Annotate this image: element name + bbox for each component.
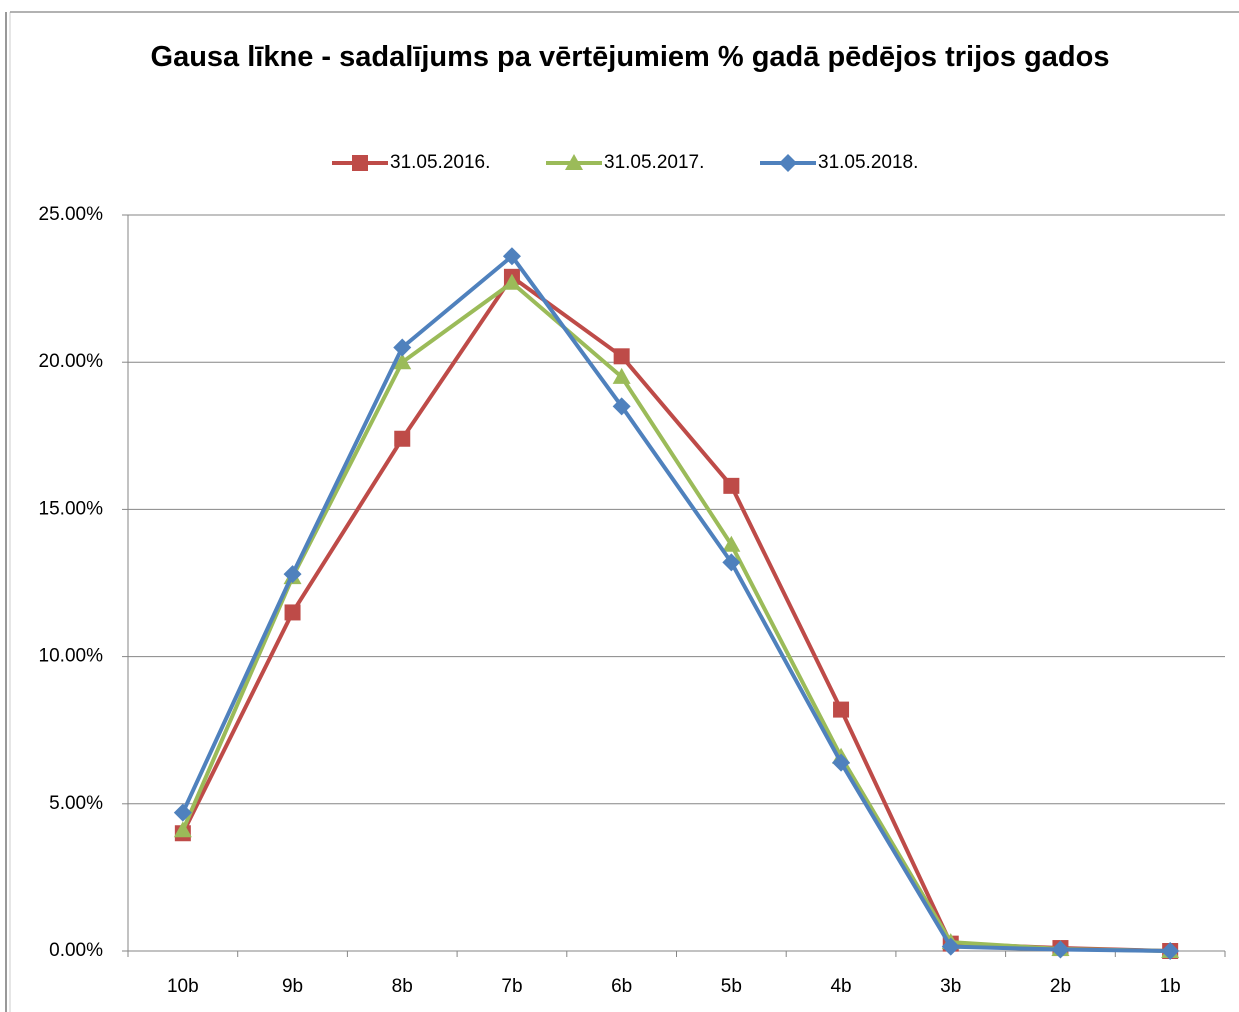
data-point xyxy=(284,604,301,621)
data-point xyxy=(502,247,521,266)
y-tick-label: 5.00% xyxy=(49,793,103,814)
legend-marker xyxy=(779,154,797,172)
data-point xyxy=(393,353,412,370)
x-tick-label: 5b xyxy=(721,976,742,997)
series-line xyxy=(181,274,1171,953)
data-point xyxy=(173,821,192,838)
x-tick-label: 7b xyxy=(501,976,522,997)
data-point xyxy=(612,397,631,416)
legend-label: 31.05.2016. xyxy=(390,152,490,173)
data-point xyxy=(393,338,412,357)
chart-title: Gausa līkne - sadalījums pa vērtējumiem … xyxy=(150,41,1110,73)
x-tick-label: 6b xyxy=(611,976,632,997)
series-line xyxy=(181,280,1171,953)
x-tick-label: 8b xyxy=(392,976,413,997)
y-tick-label: 15.00% xyxy=(39,498,104,519)
legend-label: 31.05.2017. xyxy=(604,152,704,173)
series-line xyxy=(181,254,1171,953)
data-point xyxy=(1161,942,1180,960)
x-tick-label: 10b xyxy=(167,976,199,997)
data-point xyxy=(723,477,740,494)
x-tick-label: 2b xyxy=(1050,976,1071,997)
y-tick-label: 0.00% xyxy=(49,940,103,961)
data-point xyxy=(722,535,741,552)
x-tick-label: 9b xyxy=(282,976,303,997)
data-point xyxy=(613,348,630,365)
data-point xyxy=(832,753,851,772)
x-tick-label: 4b xyxy=(830,976,851,997)
legend-label: 31.05.2018. xyxy=(818,152,918,173)
y-tick-label: 25.00% xyxy=(39,204,104,225)
data-point xyxy=(941,937,960,956)
data-point xyxy=(283,565,302,584)
x-tick-label: 1b xyxy=(1160,976,1181,997)
data-point xyxy=(612,367,631,384)
data-point xyxy=(502,273,521,290)
x-tick-label: 3b xyxy=(940,976,961,997)
data-point xyxy=(173,803,192,822)
y-tick-label: 20.00% xyxy=(39,351,104,372)
legend-marker xyxy=(565,154,583,170)
y-tick-label: 10.00% xyxy=(39,646,104,667)
data-point xyxy=(1051,940,1070,959)
data-point xyxy=(394,430,411,447)
data-point xyxy=(833,701,850,718)
data-point xyxy=(722,553,741,572)
legend-marker xyxy=(352,155,368,171)
